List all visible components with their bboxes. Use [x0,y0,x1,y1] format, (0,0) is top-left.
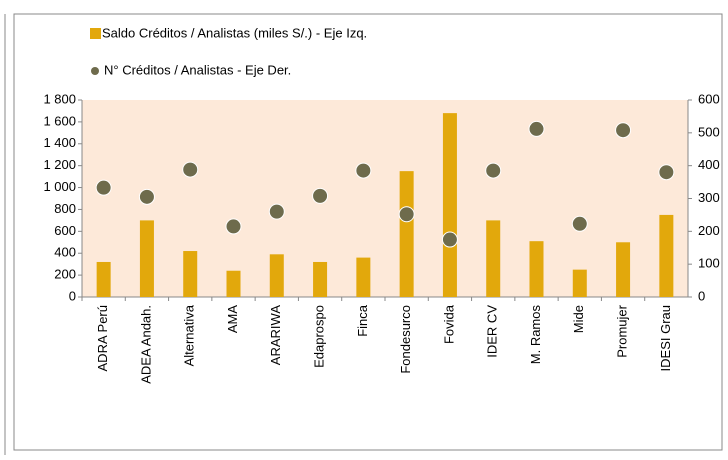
dot [312,187,329,204]
dot [571,215,588,232]
bar [269,254,284,297]
x-tick-label: Fovida [441,304,456,344]
bar [356,257,371,297]
y2-tick-label: 300 [698,190,720,205]
dot [528,120,545,137]
y2-tick-label: 200 [698,223,720,238]
bar [616,242,631,297]
bar [313,261,328,297]
y-tick-label: 1 400 [43,135,76,150]
frame [13,13,723,451]
dot [95,179,112,196]
x-tick-label: Promujer [615,304,630,357]
bar [96,261,111,297]
plot-area [82,100,688,297]
bar [399,171,414,297]
y2-tick-label: 100 [698,256,720,271]
dot [441,231,458,248]
legend-swatch [91,67,99,75]
x-tick-label: AMA [225,305,240,334]
x-tick-label: M. Ramos [528,305,543,365]
y2-tick-label: 0 [698,288,705,303]
y-tick-label: 800 [54,201,76,216]
legend-label: N° Créditos / Analistas - Eje Der. [104,62,291,77]
y-tick-label: 400 [54,245,76,260]
dot [138,188,155,205]
x-tick-label: Edaprospo [312,305,327,368]
y-tick-label: 1 800 [43,91,76,106]
dot [398,206,415,223]
x-tick-label: IDESI Grau [658,305,673,371]
y-tick-label: 1 200 [43,157,76,172]
dot [658,164,675,181]
legend-label: Saldo Créditos / Analistas (miles S/.) -… [102,25,367,40]
bar [139,220,154,297]
bar [486,220,501,297]
dot [268,203,285,220]
x-tick-label: Fondesurco [398,305,413,374]
dot [182,161,199,178]
x-tick-label: ADEA Andah. [138,305,153,384]
x-tick-label: Alternativa [182,304,197,366]
dot [225,218,242,235]
x-tick-label: ARARIWA [268,305,283,366]
bar [226,270,241,297]
y-tick-label: 200 [54,267,76,282]
y-tick-label: 1 000 [43,179,76,194]
bar [529,241,544,297]
x-tick-label: IDER CV [485,305,500,358]
y2-tick-label: 600 [698,91,720,106]
y2-tick-label: 400 [698,157,720,172]
bar [572,269,587,297]
bar [183,251,198,297]
x-tick-label: Finca [355,304,370,337]
x-tick-label: Mide [571,305,586,333]
dot [355,162,372,179]
dot [615,122,632,139]
y2-tick-label: 500 [698,124,720,139]
dot [485,162,502,179]
x-tick-label: ADRA Perú [95,305,110,371]
bar [442,113,457,297]
legend-swatch [90,28,101,39]
y-tick-label: 0 [69,288,76,303]
bar [659,214,674,297]
y-tick-label: 1 600 [43,113,76,128]
y-tick-label: 600 [54,223,76,238]
